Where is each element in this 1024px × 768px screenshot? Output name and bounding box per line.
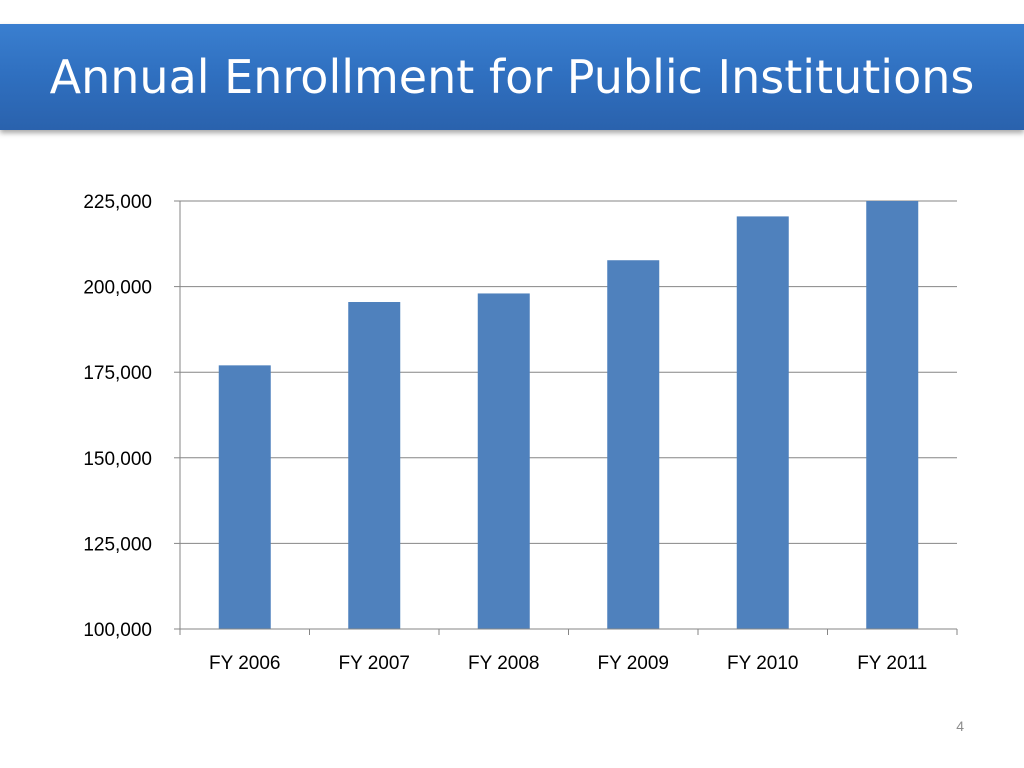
x-tick-label: FY 2008 xyxy=(468,653,539,674)
x-tick-label: FY 2006 xyxy=(209,653,280,674)
bar xyxy=(607,260,660,629)
bar xyxy=(477,293,530,629)
page-number: 4 xyxy=(956,718,964,734)
y-tick-label: 100,000 xyxy=(83,620,152,641)
bar xyxy=(866,201,919,629)
x-tick-label: FY 2007 xyxy=(339,653,410,674)
x-tick-label: FY 2010 xyxy=(727,653,798,674)
y-tick-label: 200,000 xyxy=(83,278,152,299)
slide-title: Annual Enrollment for Public Institution… xyxy=(49,50,975,104)
axes xyxy=(174,200,958,635)
y-tick-label: 125,000 xyxy=(83,534,152,555)
x-tick-label: FY 2009 xyxy=(598,653,669,674)
y-tick-label: 225,000 xyxy=(83,192,152,213)
bars xyxy=(218,201,919,629)
bar xyxy=(348,302,401,629)
tick-labels: 100,000 125,000 150,000 175,000 200,000 225,0… xyxy=(83,192,927,674)
y-tick-label: 175,000 xyxy=(83,363,152,384)
bar xyxy=(736,216,789,629)
x-tick-label: FY 2011 xyxy=(857,653,927,674)
bar xyxy=(218,365,271,629)
title-banner: Annual Enrollment for Public Institution… xyxy=(0,24,1024,130)
y-tick-label: 150,000 xyxy=(83,449,152,470)
gridlines xyxy=(180,200,957,544)
